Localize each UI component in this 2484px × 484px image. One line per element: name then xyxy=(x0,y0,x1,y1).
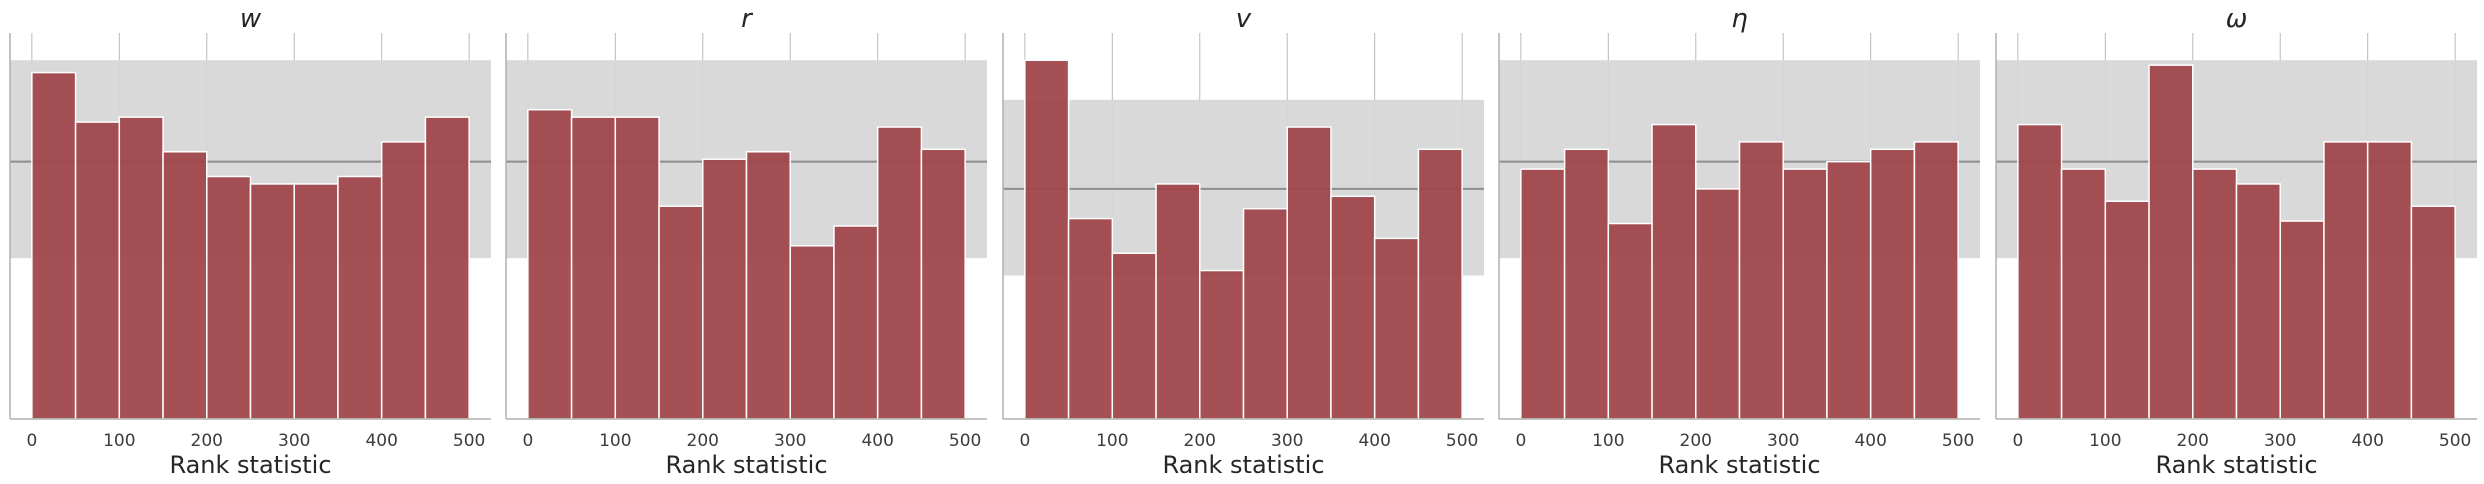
bar-8 xyxy=(1826,160,1872,420)
bar-8 xyxy=(2323,141,2369,420)
bar-3 xyxy=(2104,200,2150,420)
x-tick-label: 300 xyxy=(278,431,310,451)
panel-2: 0 100 200 300 400 500 r Rank statistic xyxy=(505,4,987,479)
bar-2 xyxy=(74,121,121,420)
bar-5 xyxy=(1695,188,1741,420)
bar-8 xyxy=(1330,195,1376,420)
bar-4 xyxy=(1155,183,1201,420)
x-tick-label: 200 xyxy=(687,431,719,451)
x-tick-label: 0 xyxy=(1019,431,1030,451)
x-tick-label: 100 xyxy=(1096,431,1128,451)
x-tick-label: 100 xyxy=(2089,431,2121,451)
x-tick-label: 100 xyxy=(1592,431,1624,451)
x-tick-label: 0 xyxy=(1515,431,1526,451)
x-tick-label: 200 xyxy=(191,431,223,451)
bar-4 xyxy=(2148,64,2194,420)
x-tick-label: 100 xyxy=(599,431,631,451)
bar-7 xyxy=(2279,220,2325,420)
panel-title: η xyxy=(1731,4,1747,34)
panel-title: ω xyxy=(2226,4,2248,34)
bar-1 xyxy=(31,71,77,420)
x-tick-label: 300 xyxy=(774,431,806,451)
x-tick-label: 400 xyxy=(1358,431,1390,451)
bar-6 xyxy=(1738,141,1784,420)
x-tick-label: 300 xyxy=(1271,431,1303,451)
bar-5 xyxy=(2192,168,2238,420)
bar-1 xyxy=(1024,59,1070,420)
bar-2 xyxy=(2060,168,2107,420)
x-tick-label: 300 xyxy=(2264,431,2296,451)
x-axis-label: Rank statistic xyxy=(2155,451,2317,479)
bar-7 xyxy=(1286,126,1332,420)
bar-9 xyxy=(876,126,923,420)
x-tick-label: 500 xyxy=(453,431,485,451)
x-tick-label: 500 xyxy=(2439,431,2471,451)
bar-7 xyxy=(789,245,835,420)
x-axis-label: Rank statistic xyxy=(1658,451,1820,479)
bar-9 xyxy=(1373,237,1420,420)
bar-10 xyxy=(920,148,966,420)
bar-6 xyxy=(1242,207,1288,420)
panel-3: 0 100 200 300 400 500 v Rank statistic xyxy=(1002,4,1484,479)
x-tick-label: 200 xyxy=(2177,431,2209,451)
x-tick-label: 0 xyxy=(26,431,37,451)
bar-5 xyxy=(702,158,748,420)
bar-5 xyxy=(206,175,252,420)
bar-2 xyxy=(570,116,617,420)
bar-1 xyxy=(1520,168,1566,420)
bar-10 xyxy=(1417,148,1463,420)
bar-1 xyxy=(2017,123,2063,420)
bar-6 xyxy=(2235,183,2281,420)
bar-9 xyxy=(380,141,427,420)
x-tick-label: 0 xyxy=(2012,431,2023,451)
x-axis-label: Rank statistic xyxy=(169,451,331,479)
x-axis-label: Rank statistic xyxy=(1162,451,1324,479)
bar-3 xyxy=(118,116,164,420)
bar-6 xyxy=(249,183,295,420)
bar-3 xyxy=(1607,222,1653,420)
bar-4 xyxy=(1651,123,1697,420)
panel-title: w xyxy=(240,4,262,34)
x-tick-label: 400 xyxy=(365,431,397,451)
x-tick-label: 200 xyxy=(1184,431,1216,451)
bar-2 xyxy=(1067,217,1114,420)
bar-4 xyxy=(162,151,208,420)
panel-4: 0 100 200 300 400 500 η Rank statistic xyxy=(1498,4,1980,479)
x-tick-label: 400 xyxy=(1854,431,1886,451)
bar-4 xyxy=(658,205,704,420)
bar-9 xyxy=(1869,148,1916,420)
x-tick-label: 500 xyxy=(949,431,981,451)
panel-title: r xyxy=(741,4,754,34)
panel-5: 0 100 200 300 400 500 ω Rank statistic xyxy=(1995,4,2477,479)
bar-3 xyxy=(1111,252,1157,420)
x-tick-label: 500 xyxy=(1446,431,1478,451)
bar-8 xyxy=(337,175,383,420)
x-tick-label: 500 xyxy=(1942,431,1974,451)
x-tick-label: 400 xyxy=(861,431,893,451)
bar-3 xyxy=(614,116,660,420)
x-tick-label: 200 xyxy=(1680,431,1712,451)
bar-5 xyxy=(1199,269,1245,420)
bar-10 xyxy=(424,116,470,420)
bar-10 xyxy=(1913,141,1959,420)
x-axis-label: Rank statistic xyxy=(665,451,827,479)
x-tick-label: 300 xyxy=(1767,431,1799,451)
x-tick-label: 400 xyxy=(2351,431,2383,451)
panel-1: 0 100 200 300 400 500 w Rank statistic xyxy=(9,4,491,479)
x-tick-label: 100 xyxy=(103,431,135,451)
bar-2 xyxy=(1563,148,1610,420)
bar-6 xyxy=(745,151,791,420)
bar-7 xyxy=(1782,168,1828,420)
bar-7 xyxy=(293,183,339,420)
panel-title: v xyxy=(1236,4,1252,34)
bar-9 xyxy=(2366,141,2413,420)
x-tick-label: 0 xyxy=(522,431,533,451)
bar-8 xyxy=(833,225,879,420)
bar-1 xyxy=(527,108,573,420)
bar-10 xyxy=(2410,205,2456,420)
